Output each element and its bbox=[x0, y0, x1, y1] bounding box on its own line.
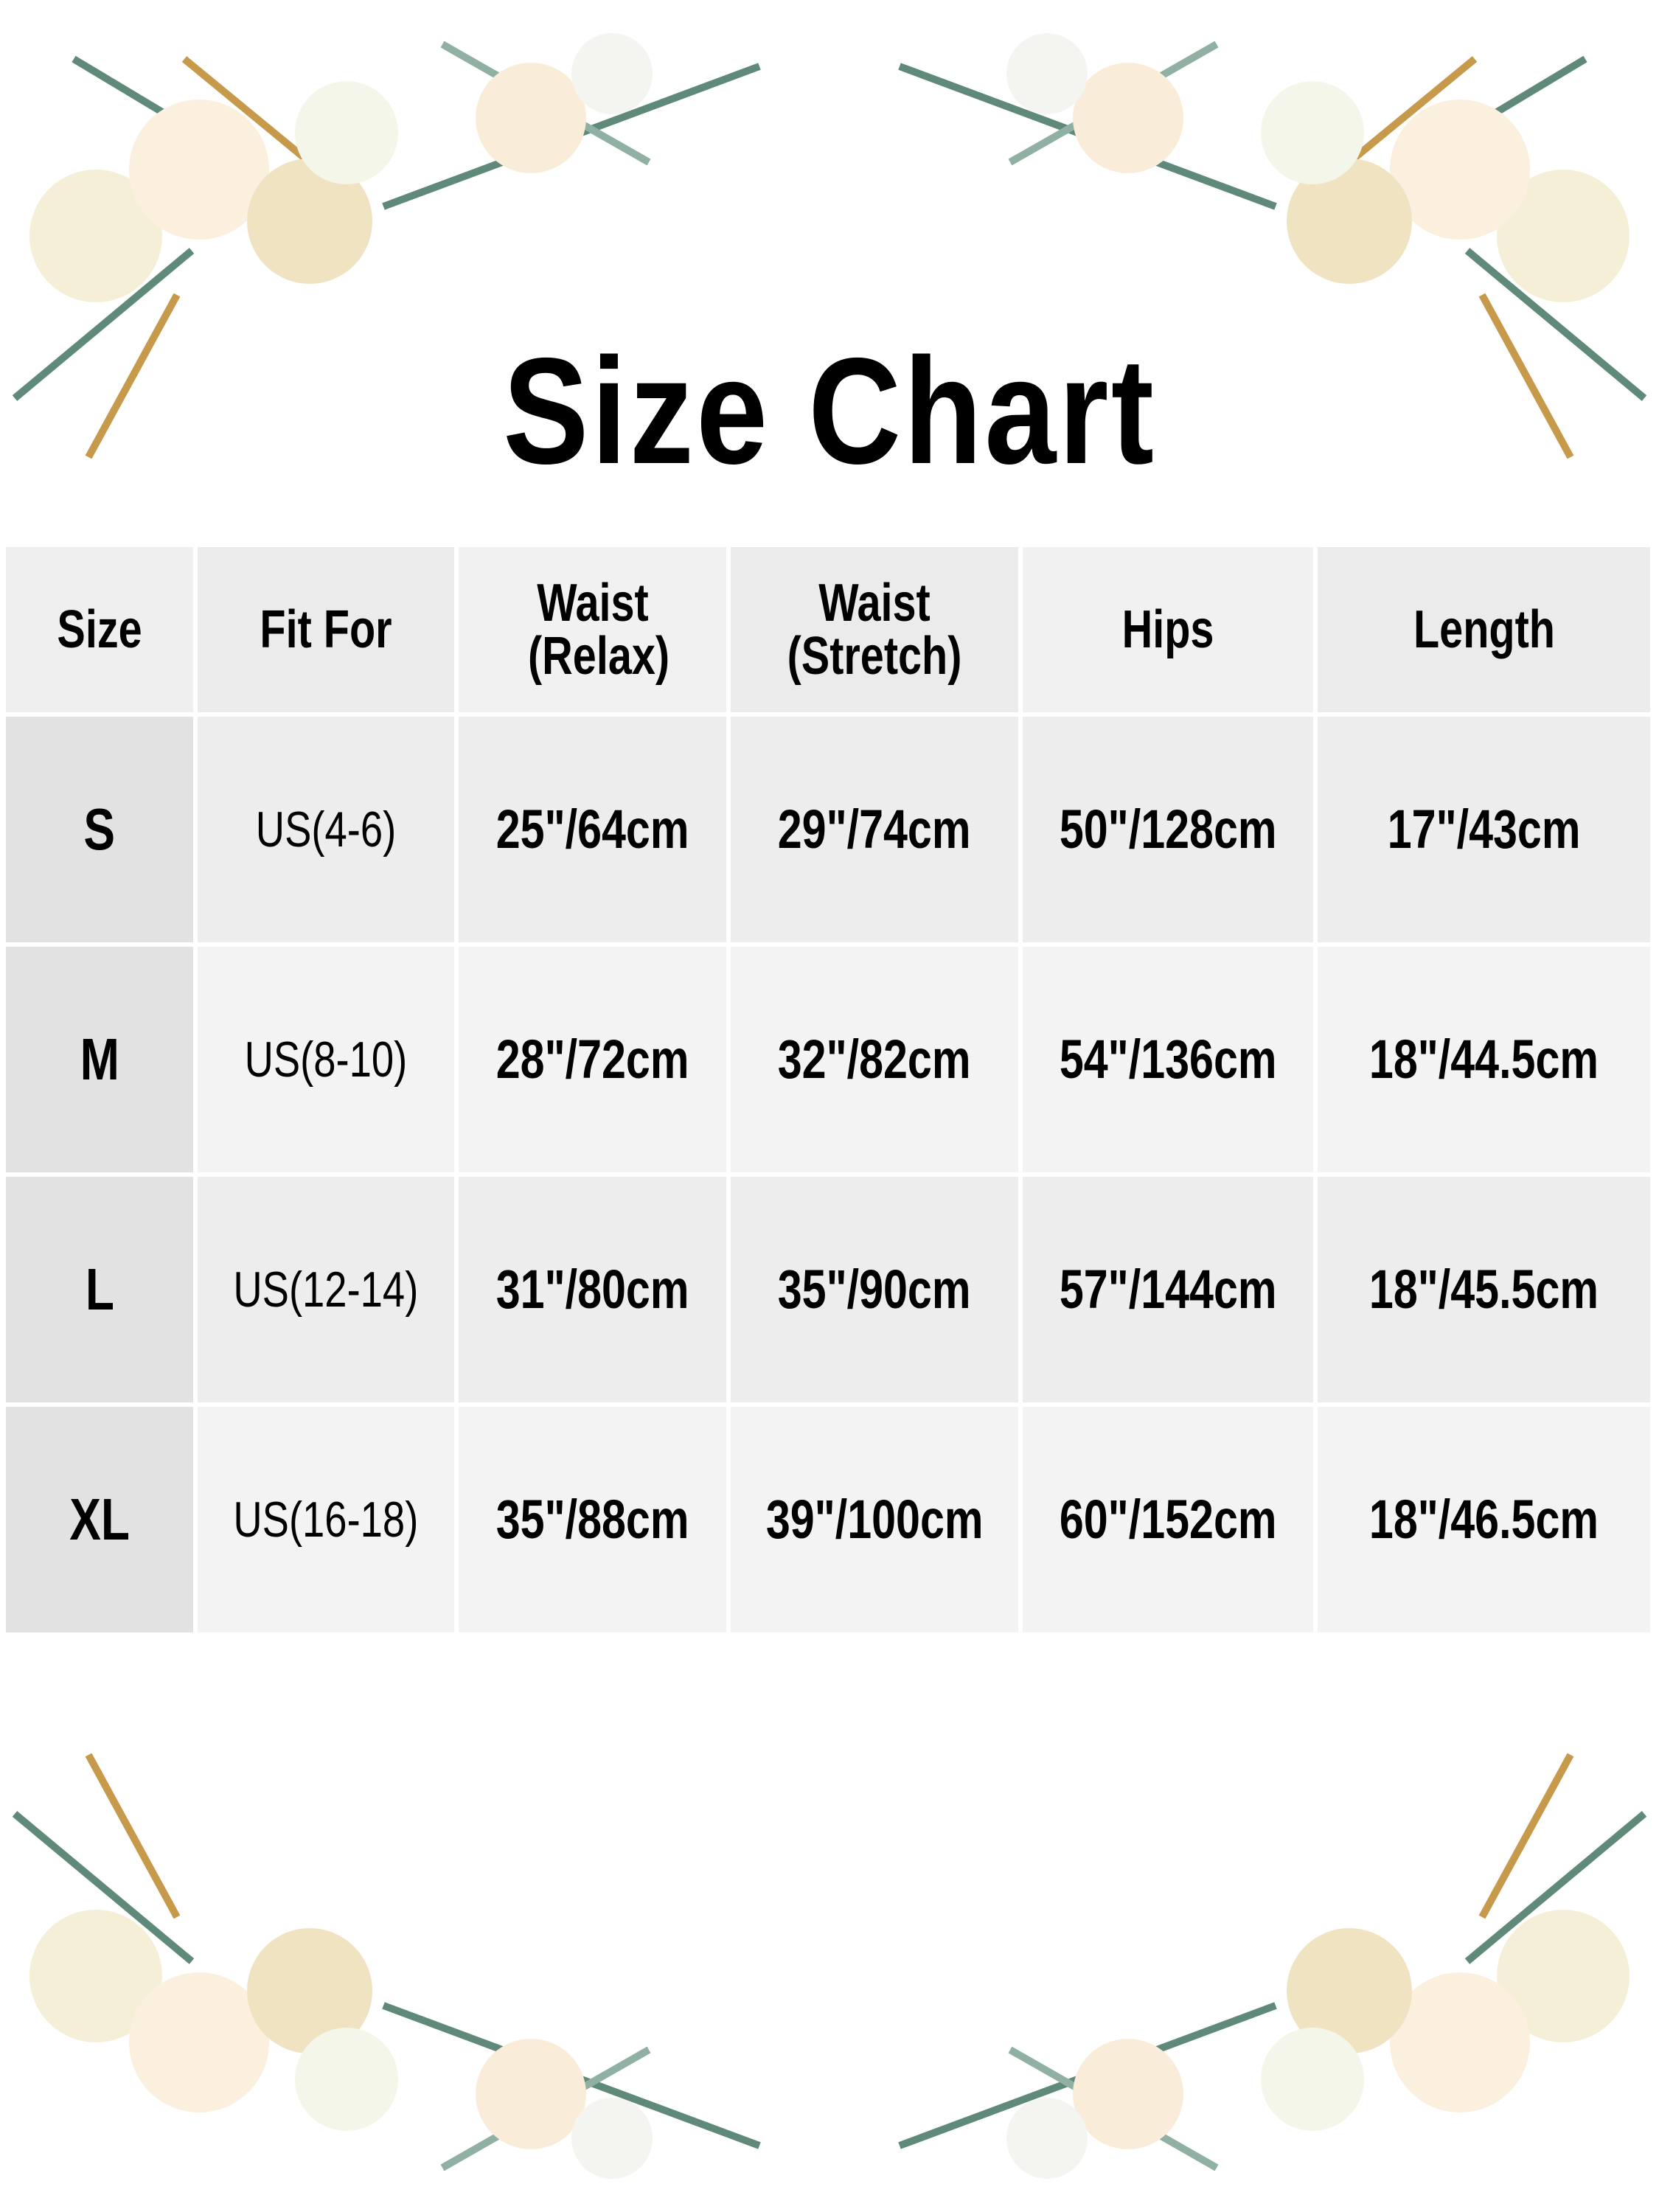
cell-waist-relax: 28"/72cm bbox=[459, 947, 726, 1172]
cell-length: 17"/43cm bbox=[1318, 717, 1650, 942]
cell-fit: US(16-18) bbox=[198, 1407, 454, 1632]
header-waist-relax: Waist (Relax) bbox=[459, 547, 726, 712]
cell-waist-relax: 31"/80cm bbox=[459, 1177, 726, 1402]
floral-corner-top-left bbox=[12, 33, 761, 459]
table-row: XL US(16-18) 35"/88cm 39"/100cm 60"/152cm 18"… bbox=[6, 1407, 1650, 1632]
cell-length: 18"/46.5cm bbox=[1318, 1407, 1650, 1632]
cell-waist-stretch: 39"/100cm bbox=[731, 1407, 1018, 1632]
floral-corner-bottom-left bbox=[12, 1753, 761, 2179]
table-row: M US(8-10) 28"/72cm 32"/82cm 54"/136cm 18"/44… bbox=[6, 947, 1650, 1172]
cell-size: S bbox=[6, 717, 193, 942]
header-hips: Hips bbox=[1023, 547, 1313, 712]
floral-corner-top-right bbox=[898, 33, 1647, 459]
cell-waist-stretch: 29"/74cm bbox=[731, 717, 1018, 942]
floral-corner-bottom-right bbox=[898, 1753, 1647, 2179]
cell-waist-relax: 25"/64cm bbox=[459, 717, 726, 942]
cell-fit: US(12-14) bbox=[198, 1177, 454, 1402]
cell-size: L bbox=[6, 1177, 193, 1402]
cell-size: XL bbox=[6, 1407, 193, 1632]
cell-hips: 54"/136cm bbox=[1023, 947, 1313, 1172]
cell-size: M bbox=[6, 947, 193, 1172]
roses bbox=[29, 33, 653, 302]
cell-waist-relax: 35"/88cm bbox=[459, 1407, 726, 1632]
header-fit-for: Fit For bbox=[198, 547, 454, 712]
cell-length: 18"/45.5cm bbox=[1318, 1177, 1650, 1402]
header-waist-stretch: Waist (Stretch) bbox=[731, 547, 1018, 712]
table-row: L US(12-14) 31"/80cm 35"/90cm 57"/144cm 18"/4… bbox=[6, 1177, 1650, 1402]
cell-hips: 57"/144cm bbox=[1023, 1177, 1313, 1402]
cell-waist-stretch: 35"/90cm bbox=[731, 1177, 1018, 1402]
header-size: Size bbox=[6, 547, 193, 712]
cell-fit: US(8-10) bbox=[198, 947, 454, 1172]
cell-hips: 60"/152cm bbox=[1023, 1407, 1313, 1632]
page-title: Size Chart bbox=[502, 327, 1157, 495]
cell-fit: US(4-6) bbox=[198, 717, 454, 942]
cell-length: 18"/44.5cm bbox=[1318, 947, 1650, 1172]
size-table: Size Fit For Waist (Relax) Waist (Stretc… bbox=[1, 543, 1655, 1637]
table-header-row: Size Fit For Waist (Relax) Waist (Stretc… bbox=[6, 547, 1650, 712]
cell-hips: 50"/128cm bbox=[1023, 717, 1313, 942]
cell-waist-stretch: 32"/82cm bbox=[731, 947, 1018, 1172]
table-row: S US(4-6) 25"/64cm 29"/74cm 50"/128cm 17"/43c… bbox=[6, 717, 1650, 942]
header-length: Length bbox=[1318, 547, 1650, 712]
